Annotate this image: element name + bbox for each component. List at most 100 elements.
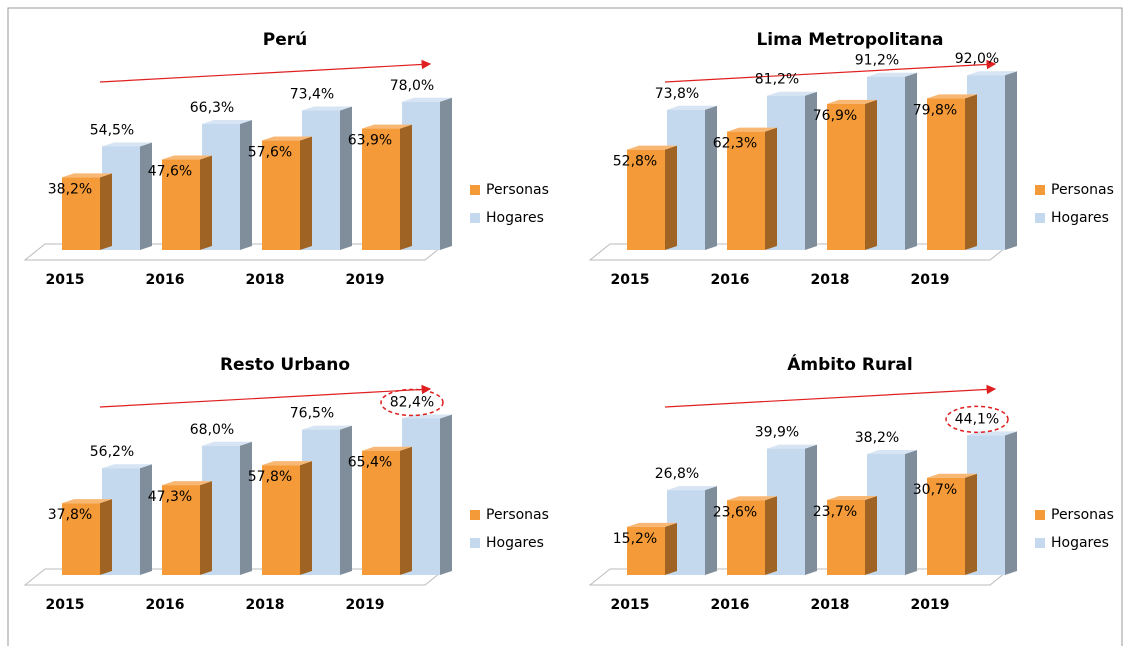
bar xyxy=(927,477,965,575)
legend-swatch xyxy=(470,538,480,548)
bar-top xyxy=(627,145,677,150)
value-label: 38,2% xyxy=(855,430,899,446)
x-tick-label: 2015 xyxy=(611,597,650,613)
bar-top xyxy=(302,425,352,430)
trend-arrow xyxy=(664,384,997,408)
value-label: 54,5% xyxy=(90,122,134,138)
bar-side xyxy=(440,414,452,575)
bar xyxy=(362,450,400,575)
bar-side xyxy=(965,473,977,575)
chart-title: Perú xyxy=(263,30,307,50)
bar-side xyxy=(300,461,312,575)
value-label: 47,6% xyxy=(148,164,192,180)
bar-top xyxy=(827,495,877,500)
value-label: 76,9% xyxy=(813,108,857,124)
x-tick-label: 2015 xyxy=(611,272,650,288)
bar xyxy=(627,526,665,575)
legend-label: Hogares xyxy=(486,210,544,226)
bar-side xyxy=(765,496,777,575)
bar xyxy=(162,159,200,250)
bar-top xyxy=(202,120,252,125)
bar-side xyxy=(140,464,152,575)
bar-side xyxy=(100,499,112,575)
value-label: 57,8% xyxy=(248,469,292,485)
value-label: 30,7% xyxy=(913,482,957,498)
legend-label: Hogares xyxy=(486,535,544,551)
bar xyxy=(162,485,200,575)
value-label: 63,9% xyxy=(348,133,392,149)
chart-title: Ámbito Rural xyxy=(787,353,912,375)
legend-swatch xyxy=(1035,510,1045,520)
value-label: 68,0% xyxy=(190,422,234,438)
bar-top xyxy=(927,94,977,99)
bar-side xyxy=(665,522,677,575)
bar-side xyxy=(705,105,717,250)
bar-top xyxy=(62,173,112,178)
x-tick-label: 2015 xyxy=(46,272,85,288)
x-tick-label: 2016 xyxy=(711,272,750,288)
trend-arrow xyxy=(664,59,997,83)
bar-side xyxy=(905,450,917,575)
bar-top xyxy=(727,496,777,501)
bar xyxy=(827,499,865,575)
value-label: 47,3% xyxy=(148,489,192,505)
x-tick-label: 2019 xyxy=(911,272,950,288)
bar-top xyxy=(102,464,152,469)
bar-top xyxy=(302,106,352,111)
bar-side xyxy=(340,106,352,250)
bar xyxy=(62,503,100,575)
bar-side xyxy=(100,173,112,250)
bar-side xyxy=(340,425,352,575)
legend-swatch xyxy=(470,510,480,520)
bar-side xyxy=(865,495,877,575)
x-tick-label: 2016 xyxy=(146,272,185,288)
legend-label: Personas xyxy=(1051,507,1114,523)
value-label: 79,8% xyxy=(913,102,957,118)
bar-top xyxy=(162,155,212,160)
bar xyxy=(927,98,965,250)
bar-side xyxy=(1005,431,1017,575)
bar-side xyxy=(965,94,977,250)
bar-top xyxy=(402,97,452,102)
legend-swatch xyxy=(1035,185,1045,195)
x-tick-label: 2019 xyxy=(346,272,385,288)
bar-top xyxy=(362,124,412,129)
bar-side xyxy=(1005,71,1017,250)
bar-top xyxy=(827,99,877,104)
bar-top xyxy=(667,486,717,491)
bar-top xyxy=(667,105,717,110)
bar xyxy=(262,140,300,250)
bar xyxy=(727,131,765,250)
bar xyxy=(827,103,865,250)
value-label: 52,8% xyxy=(613,154,657,170)
x-tick-label: 2018 xyxy=(246,272,285,288)
bar-side xyxy=(300,136,312,250)
bar-top xyxy=(767,444,817,449)
legend-swatch xyxy=(1035,213,1045,223)
bar-side xyxy=(440,97,452,250)
bar-top xyxy=(967,71,1017,76)
bar-top xyxy=(867,450,917,455)
x-tick-label: 2016 xyxy=(146,597,185,613)
x-tick-label: 2016 xyxy=(711,597,750,613)
x-tick-label: 2018 xyxy=(811,597,850,613)
frame xyxy=(7,7,1123,646)
bar-side xyxy=(240,120,252,250)
value-label: 62,3% xyxy=(713,136,757,152)
bar-top xyxy=(867,72,917,77)
value-label: 76,5% xyxy=(290,406,334,422)
value-label: 26,8% xyxy=(655,466,699,482)
value-label: 73,4% xyxy=(290,87,334,103)
bar-top xyxy=(62,499,112,504)
chart-title: Lima Metropolitana xyxy=(756,30,943,50)
bar xyxy=(627,149,665,250)
bar xyxy=(362,128,400,250)
bar-top xyxy=(262,461,312,466)
bar xyxy=(262,465,300,575)
legend-label: Personas xyxy=(486,182,549,198)
bar-top xyxy=(767,91,817,96)
bar-side xyxy=(805,91,817,250)
x-tick-label: 2019 xyxy=(346,597,385,613)
value-label: 78,0% xyxy=(390,78,434,94)
